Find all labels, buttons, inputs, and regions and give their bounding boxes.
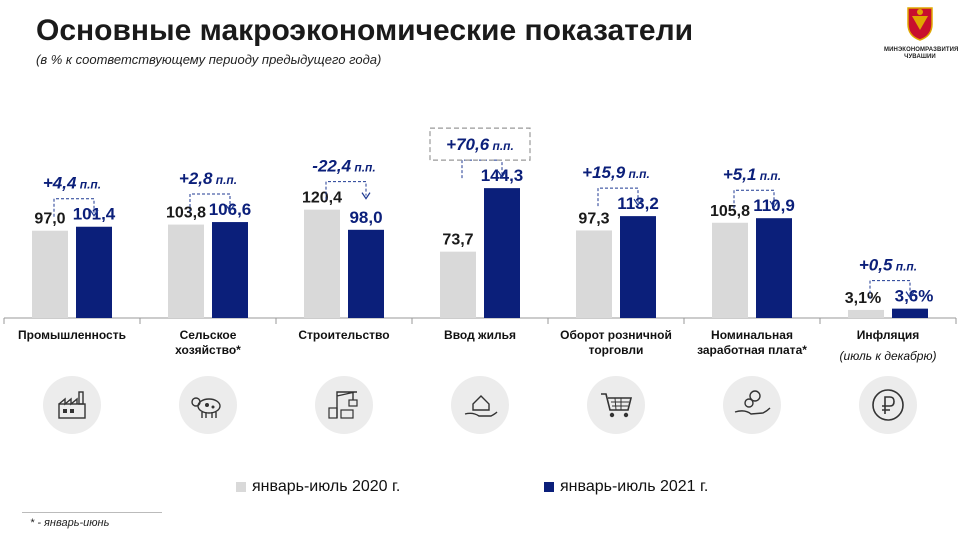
change-label: -22,4 п.п. — [312, 157, 375, 176]
bar-2021 — [212, 222, 248, 318]
factory-icon — [58, 391, 86, 419]
change-label: +70,6 п.п. — [446, 135, 514, 154]
page-title: Основные макроэкономические показатели — [36, 14, 694, 47]
change-label: +5,1 п.п. — [723, 165, 781, 184]
value-label-2021: 3,6% — [895, 287, 934, 306]
footnote-divider — [22, 512, 162, 513]
logo-line2: ЧУВАШИИ — [904, 54, 936, 60]
bar-2020 — [712, 222, 748, 318]
change-bracket — [869, 280, 911, 299]
bar-2020 — [440, 251, 476, 318]
legend-label-2020: январь-июль 2020 г. — [252, 478, 401, 495]
legend-item-2021: январь-июль 2021 г. — [544, 478, 708, 496]
category-label: Номинальная заработная плата* — [684, 328, 820, 358]
bar-2021 — [484, 188, 520, 318]
logo-line1: МИНЭКОНОМРАЗВИТИЯ — [884, 47, 959, 53]
change-bracket — [325, 181, 367, 200]
change-label: +0,5 п.п. — [859, 256, 917, 275]
change-arrow — [633, 198, 643, 207]
category-label-line: Сельское — [179, 328, 237, 342]
ruble-icon-container — [859, 376, 917, 434]
value-label-2020: 73,7 — [442, 232, 473, 249]
value-label-2021: 110,9 — [753, 196, 795, 215]
change-arrow — [497, 170, 507, 179]
shopping-cart-icon — [601, 393, 633, 418]
category-label: Инфляция (июль к декабрю) — [820, 328, 956, 364]
change-arrow — [769, 200, 779, 209]
bar-2021 — [892, 308, 928, 318]
category-label-line: заработная плата* — [697, 343, 807, 357]
value-label-2020: 120,4 — [302, 190, 342, 207]
category-note: (июль к декабрю) — [839, 349, 937, 363]
value-label-2020: 103,8 — [166, 205, 206, 222]
bar-2020 — [576, 230, 612, 318]
change-label: +4,4 п.п. — [43, 174, 101, 193]
category-label-line: Промышленность — [18, 328, 126, 342]
value-label-2021: 106,6 — [209, 200, 252, 219]
value-label-2021: 144,3 — [481, 166, 524, 185]
cow-icon — [191, 397, 221, 418]
house-in-hand-icon-container — [451, 376, 509, 434]
category-label-line: Оборот розничной — [560, 328, 672, 342]
highlight-box — [429, 127, 531, 161]
category-label: Промышленность — [4, 328, 140, 343]
change-arrow — [89, 209, 99, 217]
coins-in-hand-icon-container — [723, 376, 781, 434]
change-bracket — [597, 187, 639, 207]
bar-2020 — [32, 230, 68, 318]
value-label-2021: 98,0 — [349, 208, 382, 227]
category-label-line: хозяйство* — [175, 343, 241, 357]
bar-2021 — [76, 226, 112, 318]
category-label-line: торговли — [588, 343, 644, 357]
category-label-line: Инфляция — [856, 328, 920, 342]
shopping-cart-icon-container — [587, 376, 645, 434]
change-arrow — [905, 291, 915, 299]
bar-2020 — [168, 224, 204, 318]
change-arrow — [225, 204, 235, 213]
footnote: * - январь-июнь — [30, 517, 110, 529]
value-label-2021: 113,2 — [617, 194, 659, 213]
category-label-line: Номинальная — [711, 328, 793, 342]
coat-of-arms-icon — [907, 7, 933, 41]
coins-in-hand-icon — [734, 390, 771, 415]
house-in-hand-icon — [464, 395, 498, 417]
category-label: Строительство — [276, 328, 412, 343]
category-label-line: Ввод жилья — [444, 328, 516, 342]
change-bracket — [189, 193, 231, 213]
change-arrow — [361, 192, 371, 200]
bar-2021 — [620, 216, 656, 318]
construction-crane-icon-container — [315, 376, 373, 434]
ruble-icon — [872, 389, 904, 421]
bar-2021 — [348, 229, 384, 318]
category-label: Сельское хозяйство* — [140, 328, 276, 358]
change-label: +2,8 п.п. — [179, 169, 237, 188]
logo: МИНЭКОНОМРАЗВИТИЯ ЧУВАШИИ — [884, 4, 959, 64]
category-label-line: Строительство — [298, 328, 390, 342]
value-label-2021: 101,4 — [73, 205, 116, 224]
construction-crane-icon — [328, 391, 358, 419]
legend-label-2021: январь-июль 2021 г. — [560, 478, 709, 495]
value-label-2020: 3,1% — [845, 290, 881, 307]
factory-icon-container — [43, 376, 101, 434]
change-bracket — [733, 189, 775, 209]
change-label: +15,9 п.п. — [582, 163, 650, 182]
category-label: Ввод жилья — [412, 328, 548, 343]
bar-2020 — [304, 209, 340, 318]
legend-swatch-2021 — [544, 482, 554, 492]
bar-2020 — [848, 309, 884, 318]
change-bracket — [53, 198, 95, 217]
bar-2021 — [756, 218, 792, 318]
value-label-2020: 105,8 — [710, 203, 750, 220]
category-label: Оборот розничной торговли — [548, 328, 684, 358]
legend-item-2020: январь-июль 2020 г. — [236, 478, 400, 496]
bar-chart: 97,0 101,4 +4,4 п.п. 103,8 106,6 +2,8 п.п. 120… — [3, 127, 957, 324]
cow-icon-container — [179, 376, 237, 434]
value-label-2020: 97,3 — [578, 210, 609, 227]
page-subtitle: (в % к соответствующему периоду предыдущ… — [36, 52, 382, 67]
value-label-2020: 97,0 — [34, 211, 65, 228]
legend-swatch-2020 — [236, 482, 246, 492]
